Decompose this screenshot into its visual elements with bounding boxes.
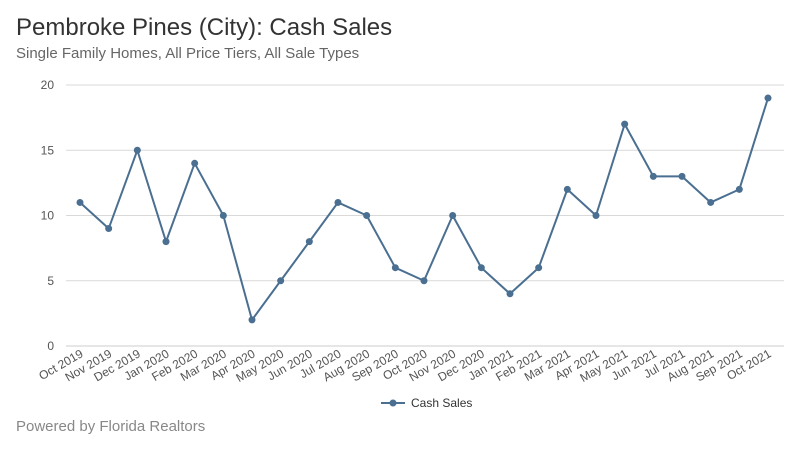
y-tick-label: 5 [47, 274, 54, 288]
series-line [79, 97, 769, 321]
data-point[interactable] [76, 198, 84, 206]
data-point[interactable] [506, 290, 514, 298]
data-point[interactable] [334, 198, 342, 206]
y-axis: 0 5 10 15 20 [41, 78, 55, 353]
data-point[interactable] [477, 264, 485, 272]
data-point[interactable] [592, 212, 600, 219]
legend-marker [389, 399, 397, 407]
footer-credit: Powered by Florida Realtors [16, 418, 206, 435]
y-tick-label: 20 [41, 78, 55, 92]
data-point[interactable] [191, 159, 199, 167]
data-point[interactable] [707, 198, 715, 206]
data-point[interactable] [391, 264, 399, 272]
data-point[interactable] [162, 238, 170, 246]
data-point[interactable] [133, 146, 141, 154]
y-tick-label: 0 [47, 339, 54, 353]
data-point[interactable] [420, 277, 428, 285]
data-point[interactable] [277, 277, 285, 285]
y-tick-label: 10 [41, 209, 55, 223]
data-point[interactable] [678, 172, 686, 180]
data-point[interactable] [248, 316, 256, 324]
data-point[interactable] [764, 94, 772, 102]
data-point[interactable] [563, 185, 571, 193]
data-point[interactable] [219, 212, 227, 219]
data-point[interactable] [449, 212, 457, 219]
data-point[interactable] [621, 120, 629, 128]
data-point[interactable] [105, 225, 113, 233]
data-point[interactable] [735, 185, 743, 193]
series-cash-sales [76, 94, 772, 324]
chart-subtitle: Single Family Homes, All Price Tiers, Al… [16, 45, 360, 62]
y-tick-label: 15 [41, 143, 55, 157]
legend-label[interactable]: Cash Sales [411, 396, 472, 410]
grid-lines [66, 84, 784, 347]
data-point[interactable] [363, 212, 371, 219]
legend[interactable]: Cash Sales [381, 396, 472, 410]
data-point[interactable] [305, 238, 313, 246]
data-point[interactable] [535, 264, 543, 272]
data-point[interactable] [649, 172, 657, 180]
chart-title: Pembroke Pines (City): Cash Sales [16, 14, 393, 41]
